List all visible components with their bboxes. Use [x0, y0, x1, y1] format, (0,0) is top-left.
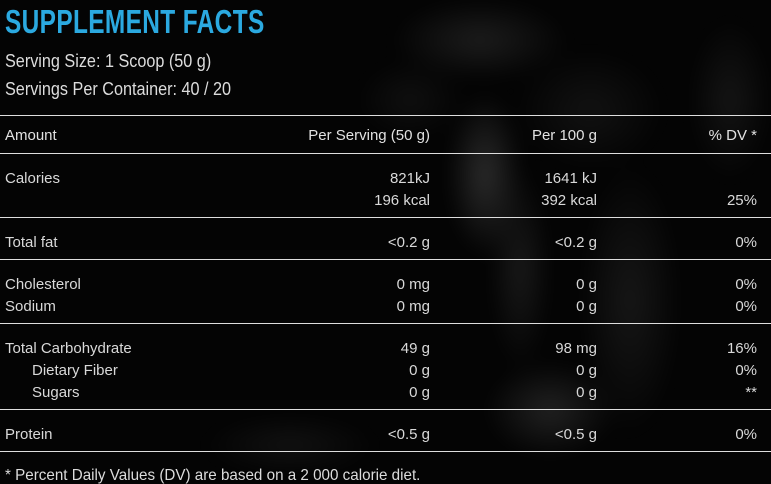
dv-value: 0% [735, 298, 757, 315]
per-100g-value: 98 mg [555, 340, 597, 357]
header-dv: % DV * [708, 127, 757, 144]
row-label: Protein [5, 426, 53, 443]
table-row: Sodium 0 mg 0 g 0% [5, 296, 757, 318]
servings-per-container: Servings Per Container: 40 / 20 [5, 79, 232, 99]
dv-value: ** [745, 384, 757, 401]
per-serving-value: 0 g [409, 384, 430, 401]
per-100g-value: <0.5 g [554, 426, 597, 443]
table-section: Calories 821kJ 196 kcal 1641 kJ 392 kcal 25% [5, 154, 757, 217]
per-serving-value: 0 mg [396, 276, 430, 293]
table-header: Amount Per Serving (50 g) Per 100 g % DV… [5, 116, 757, 153]
facts-table: Calories 821kJ 196 kcal 1641 kJ 392 kcal 25% T… [0, 154, 771, 452]
table-section: Protein <0.5 g <0.5 g 0% [5, 410, 757, 451]
dv-value: 0% [735, 276, 757, 293]
per-serving-value: 49 g [400, 340, 430, 357]
header-top-divider [0, 115, 771, 116]
per-100g-value: 0 g [576, 362, 597, 379]
header-per-100g: Per 100 g [531, 127, 597, 144]
per-100g-value: 0 g [576, 384, 597, 401]
table-section: Total Carbohydrate 49 g 98 mg 16% Dietary Fi… [5, 324, 757, 409]
section-divider [0, 451, 771, 452]
per-100g-value: 0 g [576, 276, 597, 293]
table-section: Cholesterol 0 mg 0 g 0% Sodium 0 mg 0 g 0% [5, 260, 757, 323]
row-label: Calories [5, 170, 61, 187]
table-row: Calories 821kJ 196 kcal 1641 kJ 392 kcal 25% [5, 168, 757, 212]
section-divider [0, 259, 771, 260]
dv-value: 0% [735, 426, 757, 443]
dv-value: 0% [735, 234, 757, 251]
table-row: Protein <0.5 g <0.5 g 0% [5, 424, 757, 446]
per-serving-value: 0 g [409, 362, 430, 379]
header-per-serving: Per Serving (50 g) [308, 127, 430, 144]
per-serving-value: <0.5 g [387, 426, 430, 443]
table-row: Dietary Fiber 0 g 0 g 0% [5, 360, 757, 382]
row-label: Cholesterol [5, 276, 81, 293]
table-row: Total Carbohydrate 49 g 98 mg 16% [5, 338, 757, 360]
table-section: Total fat <0.2 g <0.2 g 0% [5, 218, 757, 259]
footnote-dv: * Percent Daily Values (DV) are based on… [5, 467, 421, 484]
dv-value: 0% [735, 362, 757, 379]
row-label: Sodium [5, 298, 56, 315]
serving-info: Serving Size: 1 Scoop (50 g) Servings Pe… [5, 47, 757, 103]
table-row: Total fat <0.2 g <0.2 g 0% [5, 232, 757, 254]
per-100g-value: 1641 kJ 392 kcal [541, 170, 597, 209]
per-serving-value: 821kJ 196 kcal [374, 170, 430, 209]
dv-value: 16% [726, 340, 757, 357]
per-serving-value: 0 mg [396, 298, 430, 315]
row-label: Total Carbohydrate [5, 340, 132, 357]
serving-size: Serving Size: 1 Scoop (50 g) [5, 51, 212, 71]
dv-value: 25% [726, 192, 757, 209]
section-divider [0, 409, 771, 410]
page-title: SUPPLEMENT FACTS [5, 3, 265, 40]
row-label: Sugars [32, 384, 80, 401]
per-serving-value: <0.2 g [387, 234, 430, 251]
per-100g-value: 0 g [576, 298, 597, 315]
section-divider [0, 323, 771, 324]
row-label: Dietary Fiber [32, 362, 118, 379]
footnotes: * Percent Daily Values (DV) are based on… [5, 465, 757, 484]
row-label: Total fat [5, 234, 58, 251]
header-bottom-divider [0, 153, 771, 154]
header-amount: Amount [5, 127, 57, 144]
per-100g-value: <0.2 g [554, 234, 597, 251]
table-row: Sugars 0 g 0 g ** [5, 382, 757, 404]
section-divider [0, 217, 771, 218]
table-row: Cholesterol 0 mg 0 g 0% [5, 274, 757, 296]
